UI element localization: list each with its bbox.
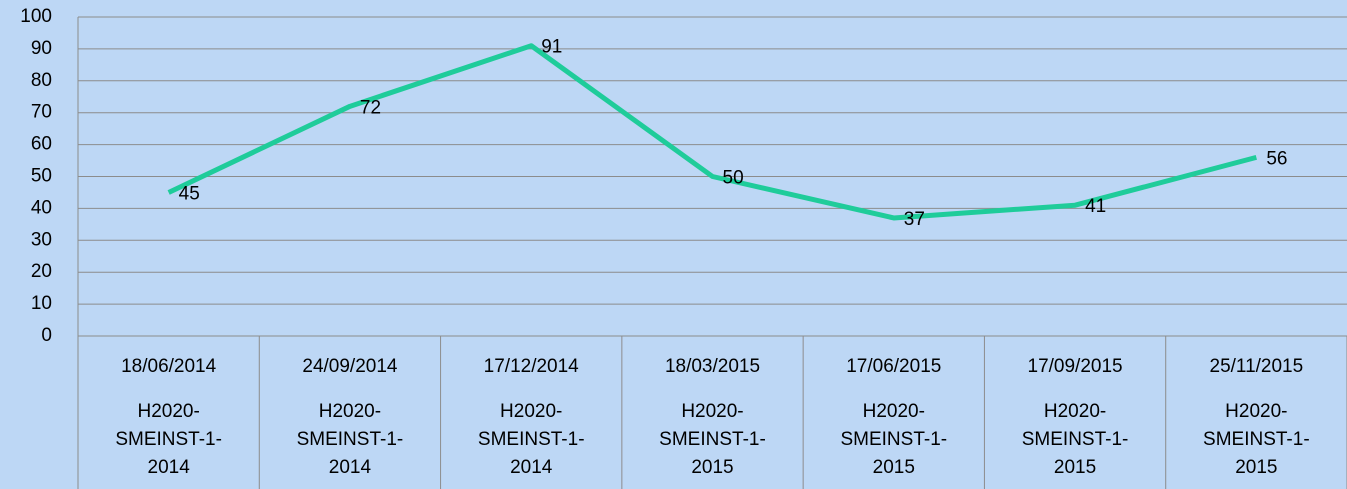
y-tick-label: 80: [31, 70, 52, 91]
y-tick-label: 100: [20, 6, 52, 27]
data-label: 41: [1085, 196, 1106, 217]
data-line: [167, 43, 1257, 221]
y-tick-label: 90: [31, 38, 52, 59]
data-label: 72: [360, 97, 381, 118]
y-tick-label: 70: [31, 102, 52, 123]
x-tick-label: 18/03/2015: [664, 356, 761, 377]
y-tick-label: 20: [31, 261, 52, 282]
x-tick-label: 24/09/2014: [302, 356, 398, 377]
x-tick-label: 17/06/2015: [846, 356, 942, 377]
x-tick-label: 17/09/2015: [1027, 356, 1123, 377]
x-tick-label: 18/06/2014: [121, 356, 217, 377]
data-label: 37: [904, 209, 925, 230]
data-label: 50: [723, 168, 744, 189]
y-tick-label: 40: [31, 197, 52, 218]
y-tick-label: 60: [31, 134, 52, 155]
x-group-label: H2020- SMEINST-1- 2015: [1021, 401, 1129, 478]
data-label: 91: [541, 37, 562, 58]
data-label: 45: [179, 183, 200, 204]
x-tick-label: 25/11/2015: [1209, 356, 1304, 377]
x-tick-label: 17/12/2014: [483, 356, 579, 377]
y-tick-label: 30: [31, 229, 52, 250]
y-tick-label: 50: [31, 166, 52, 187]
y-tick-label: 10: [31, 293, 52, 314]
x-group-label: H2020- SMEINST-1- 2015: [1203, 401, 1310, 478]
x-group-label: H2020- SMEINST-1- 2014: [477, 401, 585, 478]
x-group-label: H2020- SMEINST-1- 2014: [115, 401, 222, 478]
x-group-label: H2020- SMEINST-1- 2015: [840, 401, 948, 478]
x-group-label: H2020- SMEINST-1- 2014: [296, 401, 404, 478]
data-label: 56: [1266, 148, 1287, 169]
y-tick-label: 0: [41, 325, 52, 346]
x-group-label: H2020- SMEINST-1- 2015: [659, 401, 766, 478]
